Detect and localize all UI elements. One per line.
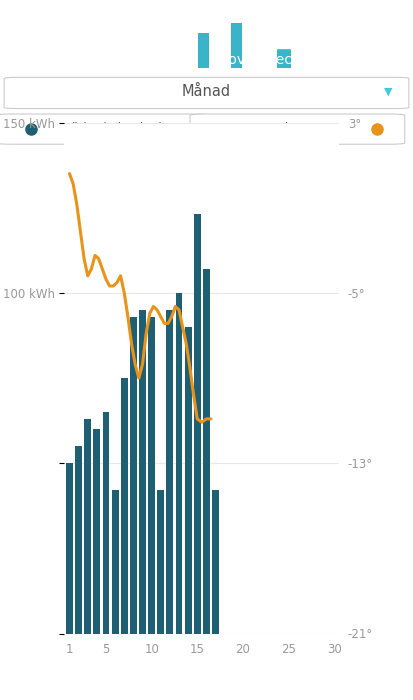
Text: <: < xyxy=(13,25,32,46)
Bar xyxy=(212,491,219,634)
Text: Sep.: Sep. xyxy=(117,53,147,67)
FancyBboxPatch shape xyxy=(190,114,405,144)
Text: ▼: ▼ xyxy=(384,87,392,97)
Bar xyxy=(194,214,201,634)
Bar xyxy=(148,316,155,634)
Bar xyxy=(157,491,164,634)
FancyBboxPatch shape xyxy=(4,78,409,108)
Bar xyxy=(176,293,183,634)
Bar xyxy=(166,310,173,634)
Bar xyxy=(203,269,210,634)
Text: Månad: Månad xyxy=(182,85,231,99)
FancyBboxPatch shape xyxy=(231,22,242,68)
Bar xyxy=(121,378,128,634)
FancyBboxPatch shape xyxy=(198,34,209,68)
Text: Förbrukning kWh: Förbrukning kWh xyxy=(65,122,166,135)
Bar xyxy=(185,327,192,634)
Text: Nov.: Nov. xyxy=(218,53,249,67)
Bar xyxy=(102,412,109,634)
Bar xyxy=(139,310,146,634)
Bar xyxy=(112,491,119,634)
FancyBboxPatch shape xyxy=(277,11,291,68)
Bar xyxy=(75,446,82,634)
Text: Dec.: Dec. xyxy=(265,53,297,67)
Text: 0 kWh: 0 kWh xyxy=(0,699,1,700)
Bar xyxy=(84,419,91,634)
FancyBboxPatch shape xyxy=(0,114,211,144)
Bar xyxy=(130,316,137,634)
Text: 50 kWh: 50 kWh xyxy=(0,699,1,700)
Text: Utomhus°: Utomhus° xyxy=(254,122,312,135)
FancyBboxPatch shape xyxy=(259,4,302,48)
Text: Okt.: Okt. xyxy=(167,53,196,67)
Bar xyxy=(66,463,73,634)
Bar xyxy=(93,429,100,634)
